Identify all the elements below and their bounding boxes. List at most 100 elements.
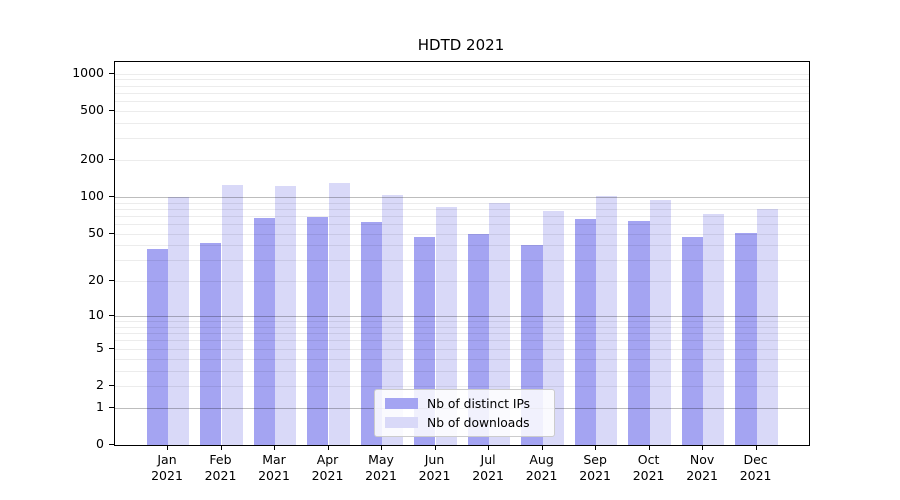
gridline-minor-8 (115, 326, 809, 328)
gridline-minor-6 (115, 340, 809, 342)
x-tick-label-jan: Jan 2021 (151, 452, 183, 483)
legend-label: Nb of downloads (427, 415, 530, 430)
bar-downloads-sep (596, 196, 618, 445)
gridline-minor-7 (115, 333, 809, 335)
y-tick-mark (109, 384, 114, 386)
x-tick-mark (327, 445, 329, 450)
legend-swatch-icon (385, 398, 418, 409)
y-tick-label: 50 (88, 224, 104, 240)
chart-title: HDTD 2021 (417, 36, 505, 54)
bar-downloads-apr (328, 182, 350, 445)
gridline-minor-60 (115, 224, 809, 225)
bar-downloads-aug (542, 210, 564, 445)
y-tick-mark (109, 72, 114, 74)
gridline-minor-20 (115, 281, 809, 283)
y-tick-mark (109, 280, 114, 282)
gridline-minor-5 (115, 348, 809, 350)
bar-downloads-nov (703, 214, 725, 445)
x-tick-mark (274, 445, 275, 450)
x-tick-label-aug: Aug 2021 (525, 452, 558, 483)
x-tick-mark (381, 445, 382, 450)
bar-distinct-ips-jan (146, 249, 168, 445)
legend-label: Nb of distinct IPs (427, 396, 531, 411)
y-tick-label: 10 (88, 307, 104, 323)
gridline-minor-1000 (115, 73, 809, 75)
x-tick-mark (167, 445, 168, 450)
y-tick-label: 500 (80, 101, 104, 117)
gridline-minor-300 (115, 138, 809, 140)
x-tick-mark (220, 445, 222, 450)
bar-downloads-jan (168, 196, 190, 445)
bar-downloads-jul (489, 203, 511, 445)
x-tick-mark (648, 445, 650, 450)
y-tick-label: 0 (96, 436, 104, 451)
gridline-minor-900 (115, 79, 809, 81)
y-tick-mark (109, 109, 114, 111)
x-tick-label-sep: Sep 2021 (579, 452, 611, 483)
gridline-minor-400 (115, 122, 809, 124)
y-tick-mark (109, 232, 114, 234)
gridline-minor-500 (115, 110, 809, 112)
x-tick-label-mar: Mar 2021 (258, 452, 290, 483)
bar-downloads-oct (649, 200, 671, 445)
bar-distinct-ips-oct (628, 221, 650, 445)
gridline-minor-2 (115, 385, 809, 387)
bar-distinct-ips-feb (200, 242, 222, 445)
x-tick-mark (488, 445, 490, 450)
y-tick-label: 1000 (72, 64, 104, 80)
legend: Nb of distinct IPs Nb of downloads (374, 389, 555, 437)
x-tick-label-apr: Apr 2021 (311, 452, 344, 483)
bar-distinct-ips-apr (307, 217, 329, 445)
gridline-minor-30 (115, 260, 809, 262)
bar-distinct-ips-dec (735, 232, 757, 445)
gridline-minor-90 (115, 202, 809, 204)
legend-swatch-icon (385, 417, 418, 428)
x-tick-mark (541, 445, 543, 450)
gridline-minor-4 (115, 358, 809, 360)
bar-downloads-mar (275, 185, 297, 445)
x-tick-label-may: May 2021 (365, 452, 397, 483)
gridline-major-100 (115, 196, 809, 198)
gridline-minor-200 (115, 159, 809, 161)
x-tick-mark (702, 445, 704, 450)
gridline-minor-3 (115, 370, 809, 372)
x-tick-mark (434, 445, 436, 450)
bar-downloads-may (382, 194, 404, 445)
bar-downloads-feb (221, 184, 243, 445)
y-tick-mark (109, 347, 114, 349)
y-tick-mark (109, 158, 114, 160)
legend-row-downloads: Nb of downloads (385, 415, 546, 431)
y-tick-mark (109, 195, 114, 197)
y-tick-mark (109, 444, 114, 445)
y-tick-mark (109, 406, 114, 408)
bar-distinct-ips-sep (574, 218, 597, 445)
gridline-minor-9 (115, 321, 809, 323)
bar-downloads-dec (756, 208, 778, 445)
y-tick-mark (109, 315, 114, 317)
y-tick-label: 100 (80, 187, 104, 203)
gridline-minor-800 (115, 85, 809, 87)
bar-distinct-ips-mar (253, 218, 275, 445)
x-tick-mark (595, 445, 597, 450)
x-tick-label-feb: Feb 2021 (204, 452, 237, 483)
y-tick-label: 1 (96, 398, 104, 414)
gridline-minor-80 (115, 208, 809, 210)
x-tick-mark (755, 445, 757, 450)
y-tick-label: 200 (80, 150, 104, 166)
bar-distinct-ips-nov (681, 236, 704, 445)
x-tick-label-jul: Jul 2021 (472, 452, 504, 483)
y-tick-label: 2 (96, 376, 104, 392)
legend-row-distinct-ips: Nb of distinct IPs (385, 396, 546, 412)
gridline-minor-70 (115, 215, 809, 217)
bar-downloads-jun (435, 206, 457, 445)
gridline-major-10 (115, 316, 809, 318)
y-tick-label: 20 (88, 272, 104, 288)
x-tick-label-jun: Jun 2021 (418, 452, 451, 483)
x-tick-label-oct: Oct 2021 (632, 452, 665, 483)
gridline-minor-40 (115, 245, 809, 247)
gridline-minor-600 (115, 101, 809, 102)
gridline-minor-700 (115, 92, 809, 94)
gridline-minor-50 (115, 233, 809, 235)
x-tick-label-dec: Dec 2021 (739, 452, 772, 483)
